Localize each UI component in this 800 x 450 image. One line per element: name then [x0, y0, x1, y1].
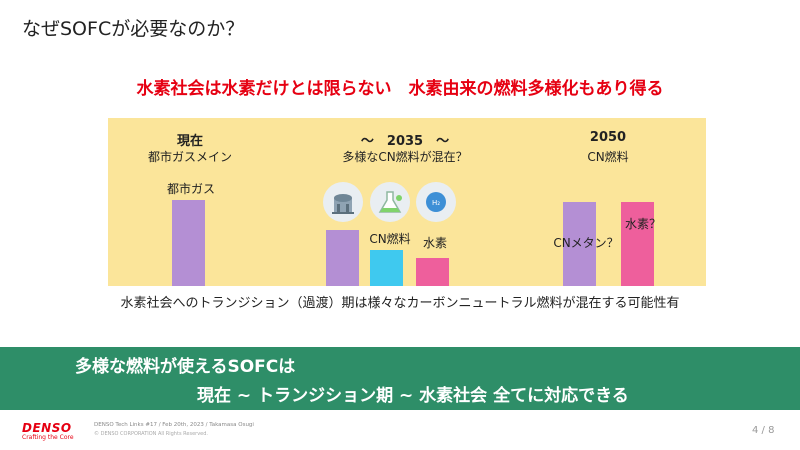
caption: 水素社会へのトランジション（過渡）期は様々なカーボンニュートラル燃料が混在する可… — [120, 296, 680, 311]
bar-label-cn-fuel: CN燃料 — [369, 232, 411, 246]
denso-logo: DENSO Crafting the Core — [22, 421, 74, 441]
hydrogen-icon-label: H₂ — [432, 199, 440, 207]
bar-label-cn-methane: CNメタン？ — [553, 236, 619, 250]
bar-city-gas-now — [172, 200, 205, 286]
subtitle: 水素社会は水素だけとは限らない 水素由来の燃料多様化もあり得る — [136, 79, 664, 99]
banner-line-1: 多様な燃料が使えるSOFCは — [75, 357, 296, 377]
bar-cn-methane-2050 — [563, 202, 596, 286]
footer-copyright: © DENSO CORPORATION All Rights Reserved. — [94, 431, 208, 437]
page-title: なぜSOFCが必要なのか？ — [22, 18, 245, 40]
sub-2035: 多様なCN燃料が混在？ — [342, 150, 468, 164]
bar-label-city-gas: 都市ガス — [166, 182, 215, 196]
heading-2035: ～ 2035 ～ — [360, 134, 450, 149]
bar-city-gas-2035 — [326, 230, 359, 286]
logo-wordmark: DENSO — [22, 421, 72, 435]
conclusion-banner — [0, 347, 800, 410]
heading-2050: 2050 — [589, 130, 627, 145]
footer-event: DENSO Tech Links #17 / Feb 20th, 2023 / … — [94, 422, 254, 428]
fuel-transition-panel: 現在 都市ガスメイン 都市ガス ～ 2035 ～ 多様なCN燃料が混在？ H₂ … — [108, 118, 706, 286]
heading-now: 現在 — [176, 134, 203, 149]
sub-now: 都市ガスメイン — [147, 150, 232, 164]
factory-icon — [323, 182, 363, 222]
logo-tagline: Crafting the Core — [22, 434, 74, 441]
bar-hydrogen-2035 — [416, 258, 449, 286]
page-number: 4 / 8 — [752, 425, 775, 436]
hydrogen-icon: H₂ — [416, 182, 456, 222]
sub-2050: CN燃料 — [587, 150, 629, 164]
bar-label-hydrogen: 水素 — [422, 236, 447, 250]
flask-icon — [370, 182, 410, 222]
banner-line-2: 現在 ~ トランジション期 ~ 水素社会 全てに対応できる — [197, 386, 629, 406]
bar-hydrogen-2050 — [621, 202, 654, 286]
bar-cn-fuel-2035 — [370, 250, 403, 286]
bar-label-hydrogen-2050: 水素？ — [624, 217, 661, 231]
